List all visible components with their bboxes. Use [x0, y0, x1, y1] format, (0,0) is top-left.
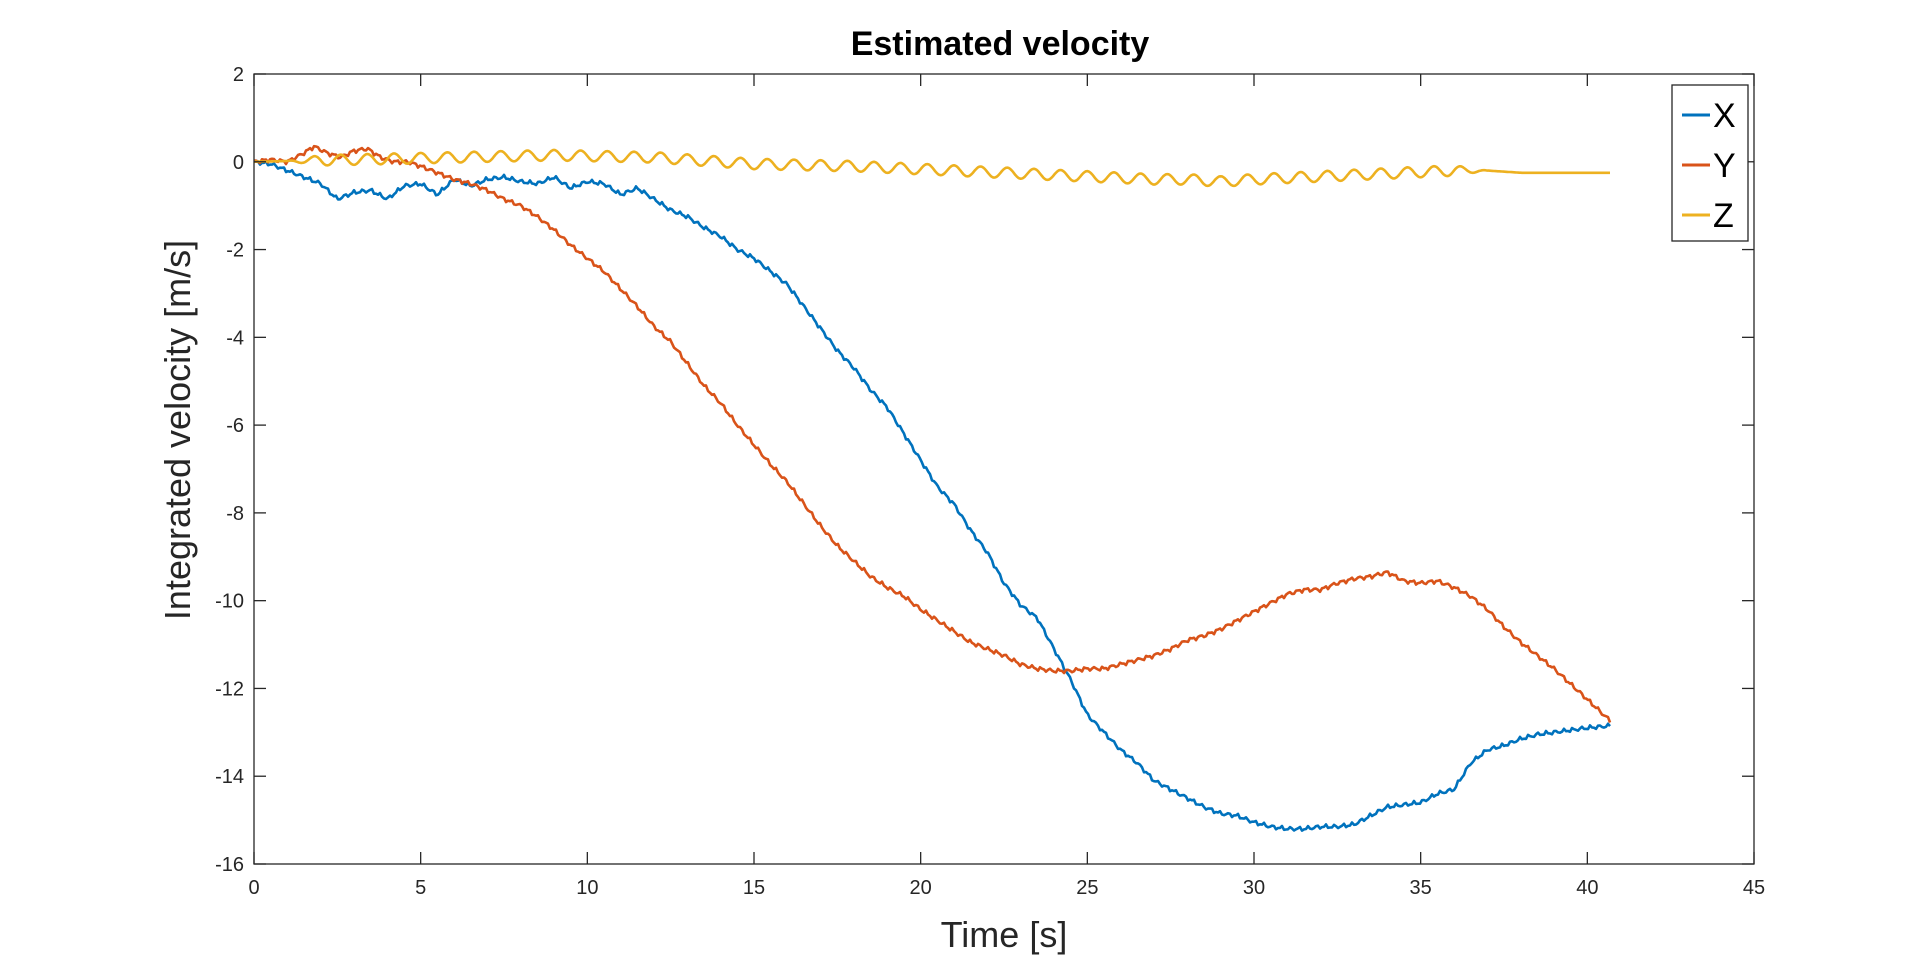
x-tick-label: 20 — [910, 877, 932, 899]
y-tick-label: -10 — [215, 591, 244, 613]
x-tick-label: 35 — [1410, 877, 1432, 899]
y-tick-label: -16 — [215, 854, 244, 876]
y-tick-label: -2 — [226, 240, 244, 262]
series-line-x — [253, 159, 1611, 832]
x-tick-label: 10 — [576, 877, 598, 899]
legend-label-y: Y — [1713, 147, 1736, 185]
y-tick-label: -6 — [226, 415, 244, 437]
series-line-z — [253, 148, 1610, 188]
x-tick-label: 0 — [248, 877, 259, 899]
y-tick-label: -12 — [215, 678, 244, 700]
y-tick-label: -14 — [215, 766, 244, 788]
x-tick-label: 40 — [1576, 877, 1598, 899]
series-line-y — [253, 144, 1612, 723]
x-tick-label: 30 — [1243, 877, 1265, 899]
y-tick-label: -8 — [226, 503, 244, 525]
plot-area — [254, 74, 1754, 864]
legend: XYZ — [1671, 84, 1749, 242]
x-tick-label: 15 — [743, 877, 765, 899]
x-axis-label: Time [s] — [941, 914, 1068, 955]
legend-label-z: Z — [1713, 197, 1734, 235]
y-tick-label: 2 — [233, 64, 244, 86]
y-tick-label: -4 — [226, 327, 244, 349]
y-axis-label: Integrated velocity [m/s] — [157, 240, 198, 620]
x-tick-label: 25 — [1076, 877, 1098, 899]
legend-box — [1671, 84, 1749, 242]
y-axis-ticks: -16 -14 -12 -10 -8 -6 -4 -2 0 2 — [215, 64, 1754, 876]
legend-label-x: X — [1713, 97, 1736, 135]
series-lines — [253, 144, 1612, 832]
axes-box — [253, 73, 1755, 865]
chart-title: Estimated velocity — [851, 25, 1150, 63]
x-tick-label: 5 — [415, 877, 426, 899]
x-axis-ticks: 0 5 10 15 20 25 30 35 40 45 — [248, 74, 1765, 899]
x-tick-label: 45 — [1743, 877, 1765, 899]
y-tick-label: 0 — [233, 152, 244, 174]
